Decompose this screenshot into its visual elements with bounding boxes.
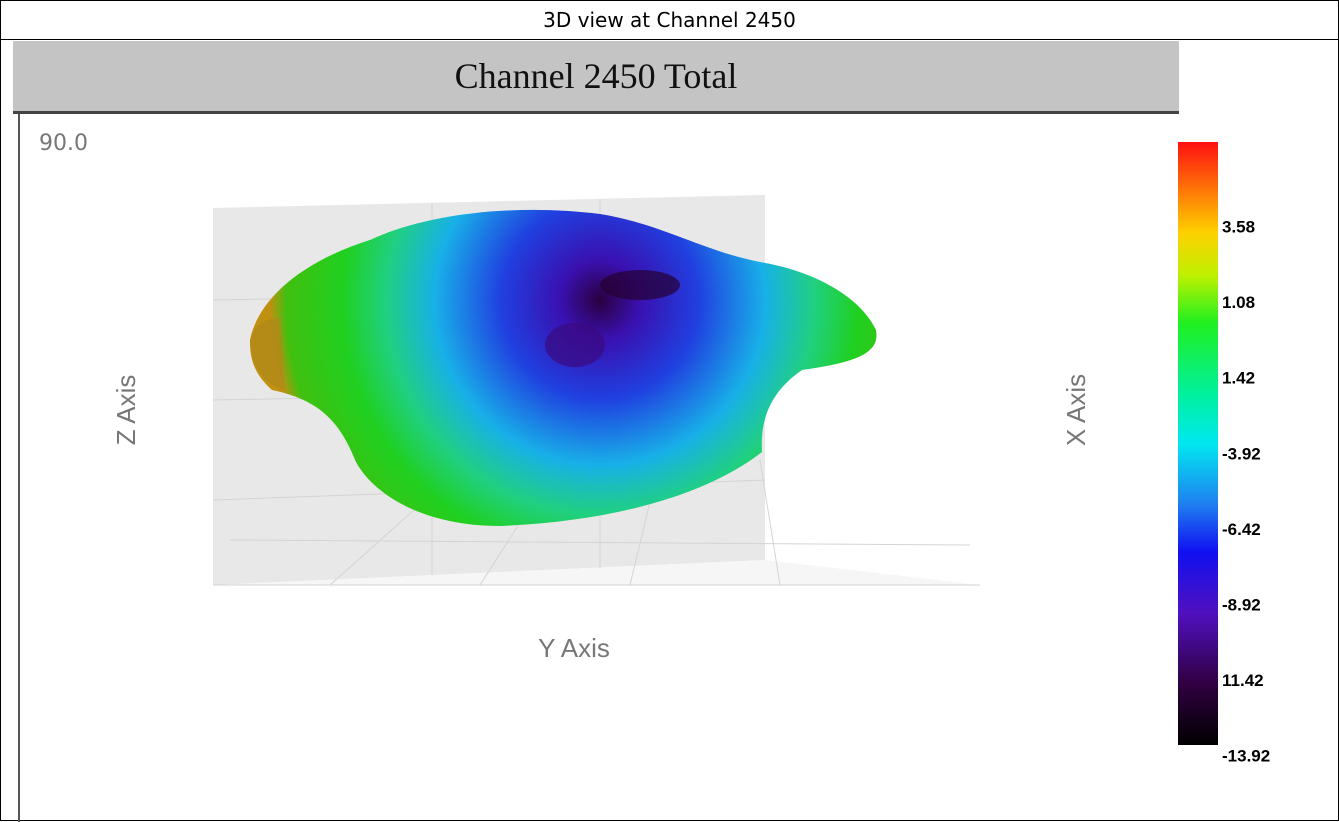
colorbar-label: 1.42	[1222, 369, 1255, 388]
angle-label: 90.0	[39, 131, 88, 156]
colorbar-label: 3.58	[1222, 217, 1255, 236]
plot-title: Channel 2450 Total	[13, 41, 1179, 114]
colorbar-label: -6.42	[1222, 520, 1261, 539]
colorbar-label: 11.42	[1222, 671, 1264, 690]
colorbar	[1178, 142, 1218, 745]
colorbar-label: 1.08	[1222, 293, 1255, 312]
colorbar-labels: 3.58 1.08 1.42 -3.92 -6.42 -8.92 11.42 -13.92	[1222, 217, 1270, 765]
divider	[18, 114, 20, 822]
header-title: 3D view at Channel 2450	[1, 1, 1338, 40]
colorbar-label: -8.92	[1222, 595, 1261, 614]
colorbar-label: -13.92	[1222, 747, 1270, 766]
surface	[250, 209, 877, 526]
z-axis-label: Z Axis	[111, 375, 141, 446]
x-axis-label: X Axis	[1061, 374, 1091, 446]
colorbar-label: -3.92	[1222, 444, 1261, 463]
y-axis-label: Y Axis	[538, 633, 610, 663]
